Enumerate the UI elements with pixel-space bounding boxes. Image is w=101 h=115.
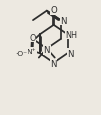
Text: O: O (50, 6, 57, 15)
Text: N: N (60, 16, 67, 25)
Text: N: N (44, 46, 50, 55)
Text: NH: NH (66, 31, 78, 39)
Text: ·O⁻: ·O⁻ (16, 50, 28, 56)
Text: N: N (67, 49, 74, 58)
Text: O: O (29, 34, 36, 43)
Text: N: N (50, 60, 57, 69)
Text: N⁺: N⁺ (27, 48, 36, 54)
